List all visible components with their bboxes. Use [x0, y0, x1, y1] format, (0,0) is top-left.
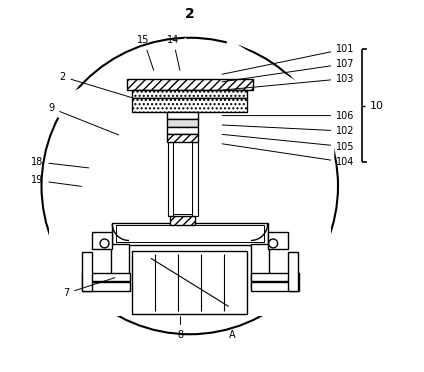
Bar: [251, 282, 299, 291]
Polygon shape: [82, 253, 111, 290]
Text: 104: 104: [222, 144, 354, 167]
Bar: [288, 251, 298, 291]
Text: 9: 9: [48, 103, 119, 135]
Polygon shape: [227, 38, 334, 182]
Bar: [170, 216, 195, 225]
Polygon shape: [45, 38, 186, 182]
Bar: [268, 232, 288, 249]
Text: 19: 19: [31, 176, 81, 186]
Polygon shape: [234, 205, 331, 316]
Polygon shape: [49, 205, 145, 316]
Text: 8: 8: [177, 317, 184, 340]
Text: 107: 107: [222, 59, 354, 82]
Text: 7: 7: [63, 278, 115, 298]
Text: 2: 2: [59, 72, 134, 98]
Bar: [132, 90, 247, 98]
Polygon shape: [269, 253, 299, 290]
Bar: [81, 282, 130, 291]
Bar: [92, 232, 112, 249]
Bar: [251, 244, 269, 288]
Text: 105: 105: [222, 134, 354, 152]
Bar: [173, 142, 192, 214]
Bar: [167, 128, 198, 134]
Text: 15: 15: [137, 35, 153, 70]
Bar: [132, 251, 247, 314]
Bar: [81, 273, 130, 281]
Text: 101: 101: [222, 44, 354, 74]
Bar: [127, 78, 253, 90]
Text: 102: 102: [222, 125, 354, 136]
Text: 18: 18: [31, 157, 89, 168]
Bar: [251, 273, 299, 281]
Text: 2: 2: [185, 7, 195, 21]
Bar: [116, 225, 264, 241]
Circle shape: [100, 239, 109, 248]
Bar: [167, 112, 198, 119]
Circle shape: [42, 38, 338, 334]
Bar: [132, 98, 247, 112]
Circle shape: [269, 239, 278, 248]
Bar: [111, 244, 129, 288]
Text: 103: 103: [222, 74, 354, 90]
Bar: [167, 142, 173, 216]
Bar: [112, 223, 268, 245]
Bar: [167, 119, 198, 128]
Text: 106: 106: [222, 110, 354, 121]
Bar: [167, 134, 198, 142]
Text: 10: 10: [369, 100, 384, 110]
Text: 14: 14: [167, 35, 180, 70]
Bar: [192, 142, 198, 216]
Bar: [81, 251, 92, 291]
Text: A: A: [229, 330, 236, 340]
